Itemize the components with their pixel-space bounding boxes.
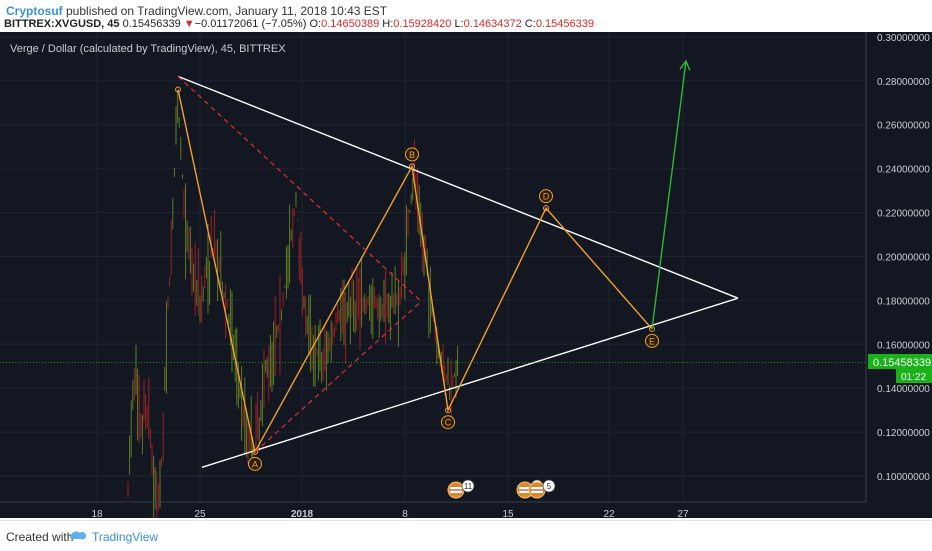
x-tick-label: 8 xyxy=(402,509,408,518)
wave-label-circle xyxy=(441,415,455,430)
wave-point xyxy=(409,163,415,170)
tradingview-brand-link[interactable]: TradingView xyxy=(92,530,159,544)
ohlc-line: BITTREX:XVGUSD, 45 0.15456339 ▼−0.011720… xyxy=(4,18,594,30)
chart-header: Cryptosuf published on TradingView.com, … xyxy=(0,0,932,32)
y-tick-label: 0.22000000 xyxy=(877,209,930,220)
price-axis: 0.10000000 0.12000000 0.14000000 0.16000000… xyxy=(877,33,930,483)
x-tick-label: 15 xyxy=(502,509,514,518)
elliott-wave-path xyxy=(177,89,653,454)
y-tick-label: 0.14000000 xyxy=(877,384,930,395)
event-markers[interactable]: 1135 xyxy=(447,479,556,499)
y-tick-label: 0.16000000 xyxy=(877,340,930,351)
x-tick-label: 25 xyxy=(194,509,206,518)
projection-arrowhead xyxy=(679,59,691,71)
y-tick-label: 0.26000000 xyxy=(877,121,930,132)
wave-label-circle xyxy=(645,333,659,348)
open-label: O: xyxy=(309,18,322,30)
y-tick-label: 0.10000000 xyxy=(877,472,930,483)
price-axis-background[interactable] xyxy=(866,32,932,518)
wave-point xyxy=(543,205,549,212)
published-text: published on TradingView.com, January 11… xyxy=(62,4,388,18)
event-badge xyxy=(542,479,556,493)
created-with-text: Created with xyxy=(6,530,74,544)
change-value: −0.01172061 (−7.05%) xyxy=(194,18,307,30)
dashed-trendline xyxy=(177,75,421,301)
tradingview-logo-icon xyxy=(70,531,86,540)
publish-line: Cryptosuf published on TradingView.com, … xyxy=(6,4,387,18)
event-badge xyxy=(461,479,475,493)
wave-label-circle xyxy=(539,189,553,204)
footer: Created with TradingView xyxy=(0,520,932,551)
wave-point xyxy=(445,407,451,414)
high-value: 0.15928420 xyxy=(393,18,452,30)
plot-background xyxy=(0,32,932,518)
close-value: 0.15456339 xyxy=(535,18,594,30)
countdown-background xyxy=(896,369,932,383)
y-tick-label: 0.18000000 xyxy=(877,296,930,307)
open-value: 0.14650389 xyxy=(321,18,380,30)
down-arrow-icon: ▼ xyxy=(183,18,195,30)
trendline xyxy=(177,75,739,299)
low-label: L: xyxy=(454,18,464,30)
event-badge-count: 11 xyxy=(464,482,473,491)
dashed-trendline xyxy=(254,302,421,453)
wave-label: B xyxy=(409,150,415,160)
price-chart[interactable]: A B C D E 0.10000000 0.12000000 0.14000000 0.16… xyxy=(0,32,932,518)
wave-point xyxy=(252,448,258,455)
wave-point xyxy=(175,86,181,93)
high-label: H: xyxy=(382,18,394,30)
price-tag-background xyxy=(868,354,932,369)
low-value: 0.14634372 xyxy=(463,18,522,30)
author-link[interactable]: Cryptosuf xyxy=(6,4,63,18)
x-tick-label: 27 xyxy=(677,509,689,518)
symbol-label: BITTREX:XVGUSD, 45 xyxy=(4,18,120,30)
y-tick-label: 0.12000000 xyxy=(877,428,930,439)
last-price: 0.15456339 xyxy=(122,18,181,30)
y-tick-label: 0.30000000 xyxy=(877,33,930,44)
x-tick-label: 22 xyxy=(603,509,615,518)
grid-lines xyxy=(0,32,866,502)
wave-label: E xyxy=(649,336,655,346)
chart-title: Verge / Dollar (calculated by TradingVie… xyxy=(10,43,286,55)
wave-label-circle xyxy=(405,147,419,162)
wave-label: C xyxy=(445,418,452,428)
wave-label-circle xyxy=(248,456,262,471)
y-tick-label: 0.24000000 xyxy=(877,165,930,176)
trendline xyxy=(201,297,739,468)
y-tick-label: 0.28000000 xyxy=(877,77,930,88)
time-axis: 18 25 2018 8 15 22 27 xyxy=(91,509,689,518)
x-tick-label: 2018 xyxy=(291,509,314,518)
event-marker[interactable]: 5 xyxy=(528,479,556,499)
event-marker[interactable]: 11 xyxy=(447,479,475,499)
projection-arrow xyxy=(651,60,687,330)
event-badge-count: 5 xyxy=(547,482,552,491)
x-tick-label: 18 xyxy=(91,509,103,518)
drawings: A B C D E xyxy=(175,59,739,471)
countdown-timer: 01:22 xyxy=(901,372,926,383)
close-label: C: xyxy=(524,18,536,30)
price-tag: 0.15458339 xyxy=(873,357,931,369)
candles xyxy=(127,90,459,518)
wave-label: A xyxy=(252,459,258,469)
wave-label: D xyxy=(543,192,550,202)
y-tick-label: 0.20000000 xyxy=(877,252,930,263)
